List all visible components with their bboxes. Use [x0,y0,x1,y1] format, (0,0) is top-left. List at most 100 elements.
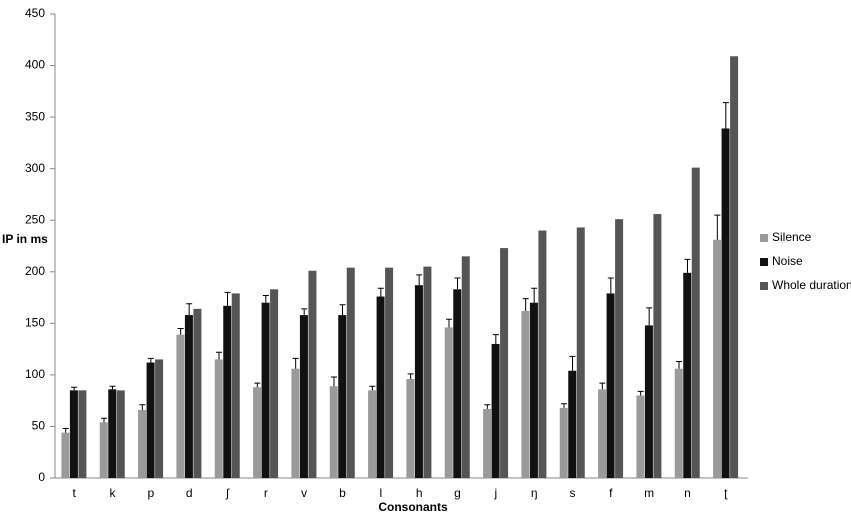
bar [521,310,530,478]
x-axis-title: Consonants [378,500,448,514]
x-tick-label: l [379,486,382,500]
error-bar [454,277,461,290]
error-bar [522,298,529,311]
error-bar [569,355,576,371]
x-tick-label: ʃ [225,486,230,500]
error-bar [139,404,146,410]
error-bar [369,385,376,391]
bar [291,368,300,478]
error-bar [637,390,644,396]
error-bar [71,386,78,391]
error-bar [101,417,107,423]
x-tick-label: k [110,486,117,500]
y-tick-label: 450 [25,6,45,20]
bar [99,422,108,478]
x-tick-label: ʈ [724,486,728,500]
bar [598,389,607,478]
bar [644,325,653,478]
error-bar [224,291,231,306]
error-bar [339,304,346,316]
bar [483,408,492,478]
bar [674,368,683,478]
bar [559,407,568,478]
bar [414,285,423,478]
bar [606,293,615,478]
error-bar [109,385,116,390]
legend-label: Noise [772,254,803,268]
bar [376,296,385,478]
bar [423,266,432,478]
bar [683,272,692,478]
error-bar [331,376,337,387]
y-tick-label: 50 [32,419,46,433]
bar [461,256,470,478]
x-tick-label: v [301,486,307,500]
bar [538,230,547,478]
legend-swatch [760,258,768,266]
error-bar [186,303,193,316]
error-bar [714,214,721,240]
error-bar [531,287,538,303]
bar [346,267,355,478]
x-tick-label: ŋ [531,486,538,500]
bar [444,327,453,478]
y-tick-label: 300 [25,161,45,175]
y-tick-label: 200 [25,264,45,278]
bar [406,379,415,478]
bar [231,293,240,478]
x-tick-label: d [186,486,193,500]
bar [261,302,270,478]
error-bar [377,287,384,297]
error-bar [484,404,491,409]
error-bar [722,102,729,129]
x-tick-label: m [644,486,654,500]
bar [615,219,624,479]
x-tick-label: f [609,486,613,500]
bar [691,167,700,478]
bar [453,289,462,478]
bar [155,359,164,478]
error-bar [492,334,499,344]
bar [636,395,645,478]
bar [308,270,317,478]
x-tick-label: j [493,486,497,500]
bar [253,387,262,478]
error-bar [62,428,69,433]
bar [338,315,347,478]
legend-label: Silence [772,230,812,244]
error-bar [684,258,691,273]
bar [146,362,155,478]
x-tick-label: g [454,486,461,500]
x-tick-label: h [416,486,423,500]
bar [299,315,308,478]
y-tick-label: 150 [25,316,45,330]
error-bar [216,351,222,360]
bar [653,214,662,478]
x-tick-label: s [570,486,576,500]
bar [576,227,585,478]
bar [78,390,87,478]
bar [500,248,509,478]
bar [193,308,202,478]
bar [138,409,147,478]
error-bar [416,274,423,286]
bar [713,239,722,478]
bar [385,267,394,478]
error-bar [676,360,682,369]
bar [368,390,377,478]
error-bar [446,318,452,328]
y-tick-label: 400 [25,58,45,72]
error-bar [599,382,606,390]
bar [184,315,193,478]
bar [223,305,232,478]
bar [176,334,185,478]
x-tick-label: p [147,486,154,500]
legend-label: Whole duration [772,278,851,292]
error-bar [407,373,414,380]
error-bar [292,357,299,369]
legend-swatch [760,282,768,290]
error-bar [561,403,567,408]
bar [270,289,279,478]
legend-swatch [760,234,768,242]
